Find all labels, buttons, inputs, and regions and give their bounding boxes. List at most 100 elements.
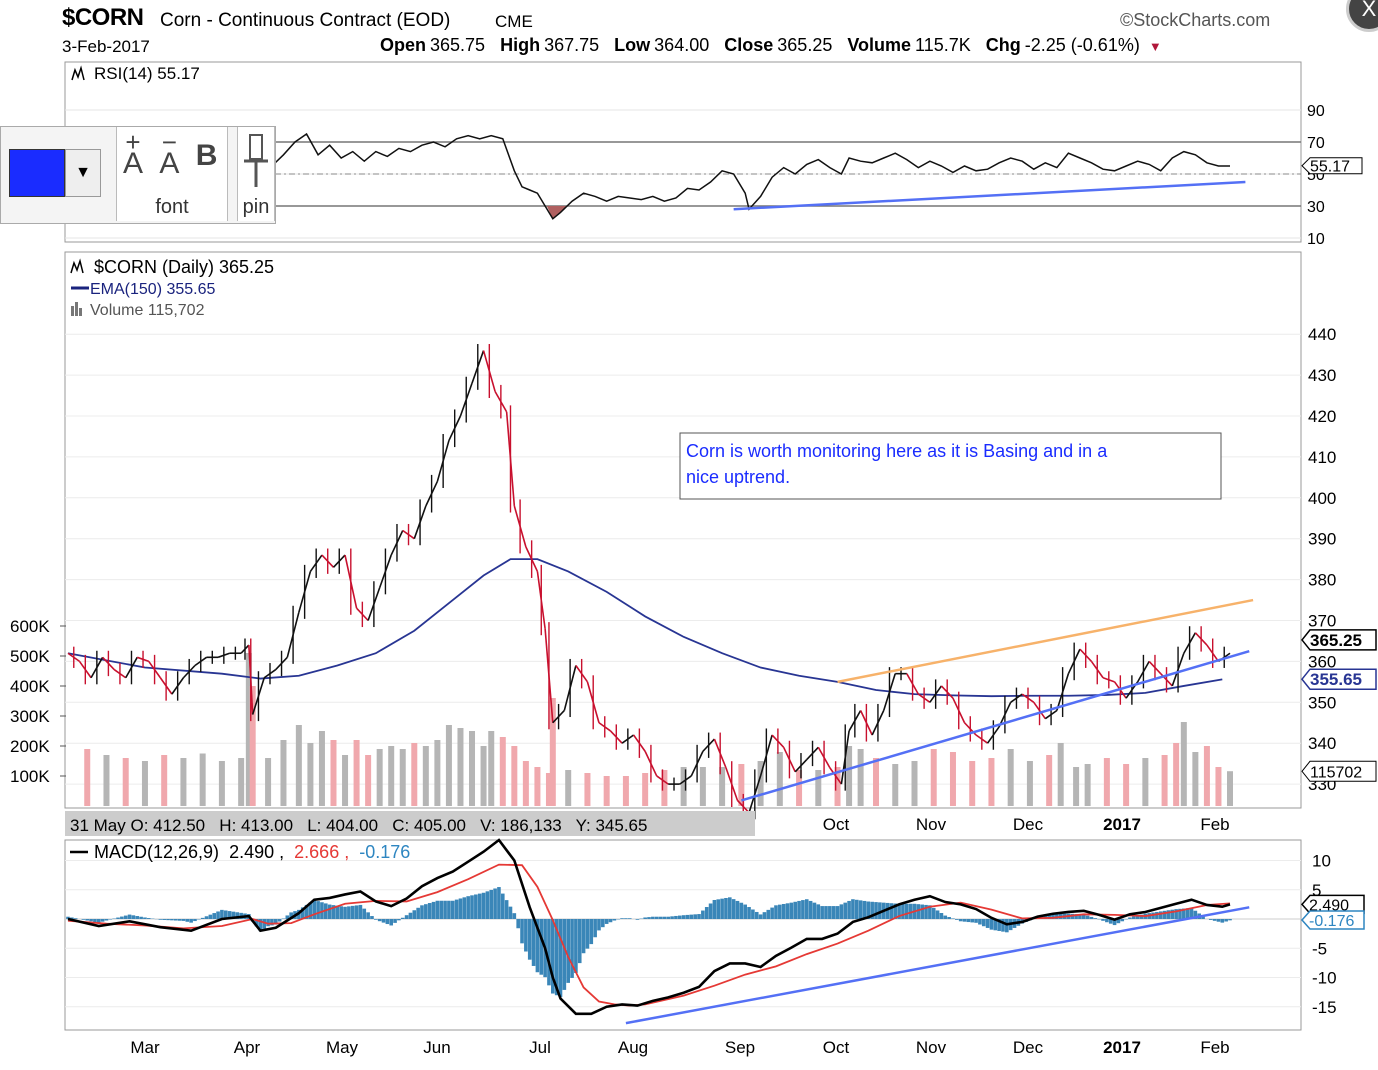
- price-segment: [940, 685, 954, 699]
- macd-hist-bar: [558, 919, 563, 997]
- macd-legend-macd: 2.490: [229, 842, 274, 862]
- volume-bar: [499, 737, 506, 806]
- macd-hist-bar: [839, 904, 844, 919]
- macd-hist-bar: [724, 897, 728, 919]
- macd-hist-bar: [774, 905, 778, 919]
- macd-support-trendline: [625, 906, 1250, 1025]
- macd-legend-sep1: ,: [279, 842, 284, 862]
- change-down-icon: ▼: [1148, 39, 1162, 54]
- month-label: 2017: [1103, 815, 1141, 834]
- price-segment: [759, 734, 773, 777]
- macd-hist-bar: [939, 913, 944, 919]
- price-segment: [552, 709, 565, 724]
- macd-hist-bar: [935, 910, 940, 919]
- price-segment: [525, 546, 539, 572]
- month-label: Apr: [234, 1038, 261, 1057]
- volume-bar: [1103, 758, 1110, 806]
- macd-hist-bar: [454, 899, 459, 919]
- price-tick-label: 380: [1308, 571, 1336, 590]
- rsi-tick-label: 30: [1307, 199, 1325, 216]
- high-label: High: [500, 35, 541, 55]
- macd-hist-bar: [955, 919, 959, 920]
- month-label: Dec: [1013, 815, 1044, 834]
- macd-hist-bar: [770, 907, 774, 919]
- macd-hist-bar: [593, 919, 597, 938]
- volume-bar: [1192, 752, 1199, 806]
- hover-readout-bg: [65, 811, 755, 836]
- macd-hist-bar: [85, 919, 90, 921]
- price-segment: [1171, 652, 1185, 687]
- pin-label: pin: [242, 196, 270, 218]
- volume-bar: [988, 758, 995, 806]
- macd-hist-bar: [677, 915, 682, 919]
- price-segment: [217, 652, 230, 659]
- volume-bar: [445, 725, 452, 806]
- macd-hist-bar: [816, 904, 821, 919]
- rsi-tick-label: 10: [1307, 231, 1325, 248]
- macd-hist-bar: [920, 904, 924, 919]
- price-segment: [102, 656, 115, 671]
- macd-hist-bar: [970, 919, 975, 923]
- font-controls: + A − A B: [123, 129, 225, 181]
- price-panel: 330340350360370380390400410420430440365.…: [10, 251, 1377, 836]
- macd-hist-bar: [766, 909, 771, 919]
- macd-hist-bar: [404, 915, 409, 919]
- volume-bar: [469, 731, 476, 806]
- high-value: 367.75: [544, 35, 600, 55]
- macd-hist-bar: [720, 898, 724, 919]
- bold-button[interactable]: B: [195, 139, 218, 172]
- macd-hist-bar: [316, 901, 320, 919]
- price-segment: [482, 350, 496, 392]
- price-ticks: 330340350360370380390400410420430440365.…: [1301, 325, 1377, 794]
- macd-hist-bar: [281, 918, 286, 919]
- price-segment: [113, 668, 127, 679]
- volume-bar: [1227, 771, 1233, 806]
- drawing-toolbar: ▼ + A − A B font pin: [0, 126, 276, 224]
- macd-hist-bar: [343, 906, 347, 919]
- volume-bar: [1180, 722, 1187, 806]
- color-swatch[interactable]: [9, 149, 65, 197]
- chevron-down-icon[interactable]: ▼: [65, 149, 101, 197]
- price-segment: [332, 554, 346, 568]
- price-segment: [586, 681, 600, 723]
- volume-label: Volume: [847, 35, 912, 55]
- volume-bar: [1084, 764, 1091, 806]
- pin-button[interactable]: pin: [237, 127, 275, 221]
- font-decrease-glyph: A: [159, 147, 180, 180]
- macd-hist-bar: [216, 911, 220, 919]
- macd-hist-bar: [204, 916, 209, 919]
- price-segment: [952, 697, 966, 724]
- macd-hist-bar: [962, 919, 967, 922]
- macd-hist-bar: [793, 901, 798, 919]
- macd-lines: [67, 838, 1250, 1025]
- macd-hist-bar: [581, 919, 586, 954]
- plus-icon: +: [125, 127, 141, 157]
- price-tick-label: 340: [1308, 734, 1336, 753]
- price-segment: [632, 734, 646, 752]
- volume-bar: [238, 758, 245, 806]
- price-segment: [1090, 660, 1104, 679]
- hover-readout: 31 May O: 412.50 H: 413.00 L: 404.00 C: …: [70, 816, 647, 835]
- price-segment: [782, 746, 796, 773]
- macd-hist-bar: [520, 919, 524, 944]
- volume-bar: [699, 767, 706, 806]
- macd-hist-bar: [904, 903, 909, 919]
- volume-bar: [846, 746, 853, 806]
- macd-hist-bar: [847, 900, 851, 919]
- month-label: Nov: [916, 815, 947, 834]
- macd-legend-label: MACD(12,26,9): [94, 842, 219, 862]
- macd-hist-bar: [208, 914, 213, 919]
- font-decrease-button[interactable]: − A: [159, 129, 179, 179]
- month-label: Mar: [130, 1038, 160, 1057]
- price-segment: [248, 644, 254, 715]
- macd-hist-bar: [981, 919, 986, 927]
- font-increase-button[interactable]: + A: [123, 129, 143, 179]
- macd-hist-bar: [781, 903, 786, 919]
- price-segment: [1183, 632, 1197, 654]
- price-segment: [794, 759, 808, 773]
- volume-bar: [122, 758, 129, 806]
- price-tick-label: 370: [1308, 612, 1336, 631]
- macd-hist-bar: [443, 900, 447, 919]
